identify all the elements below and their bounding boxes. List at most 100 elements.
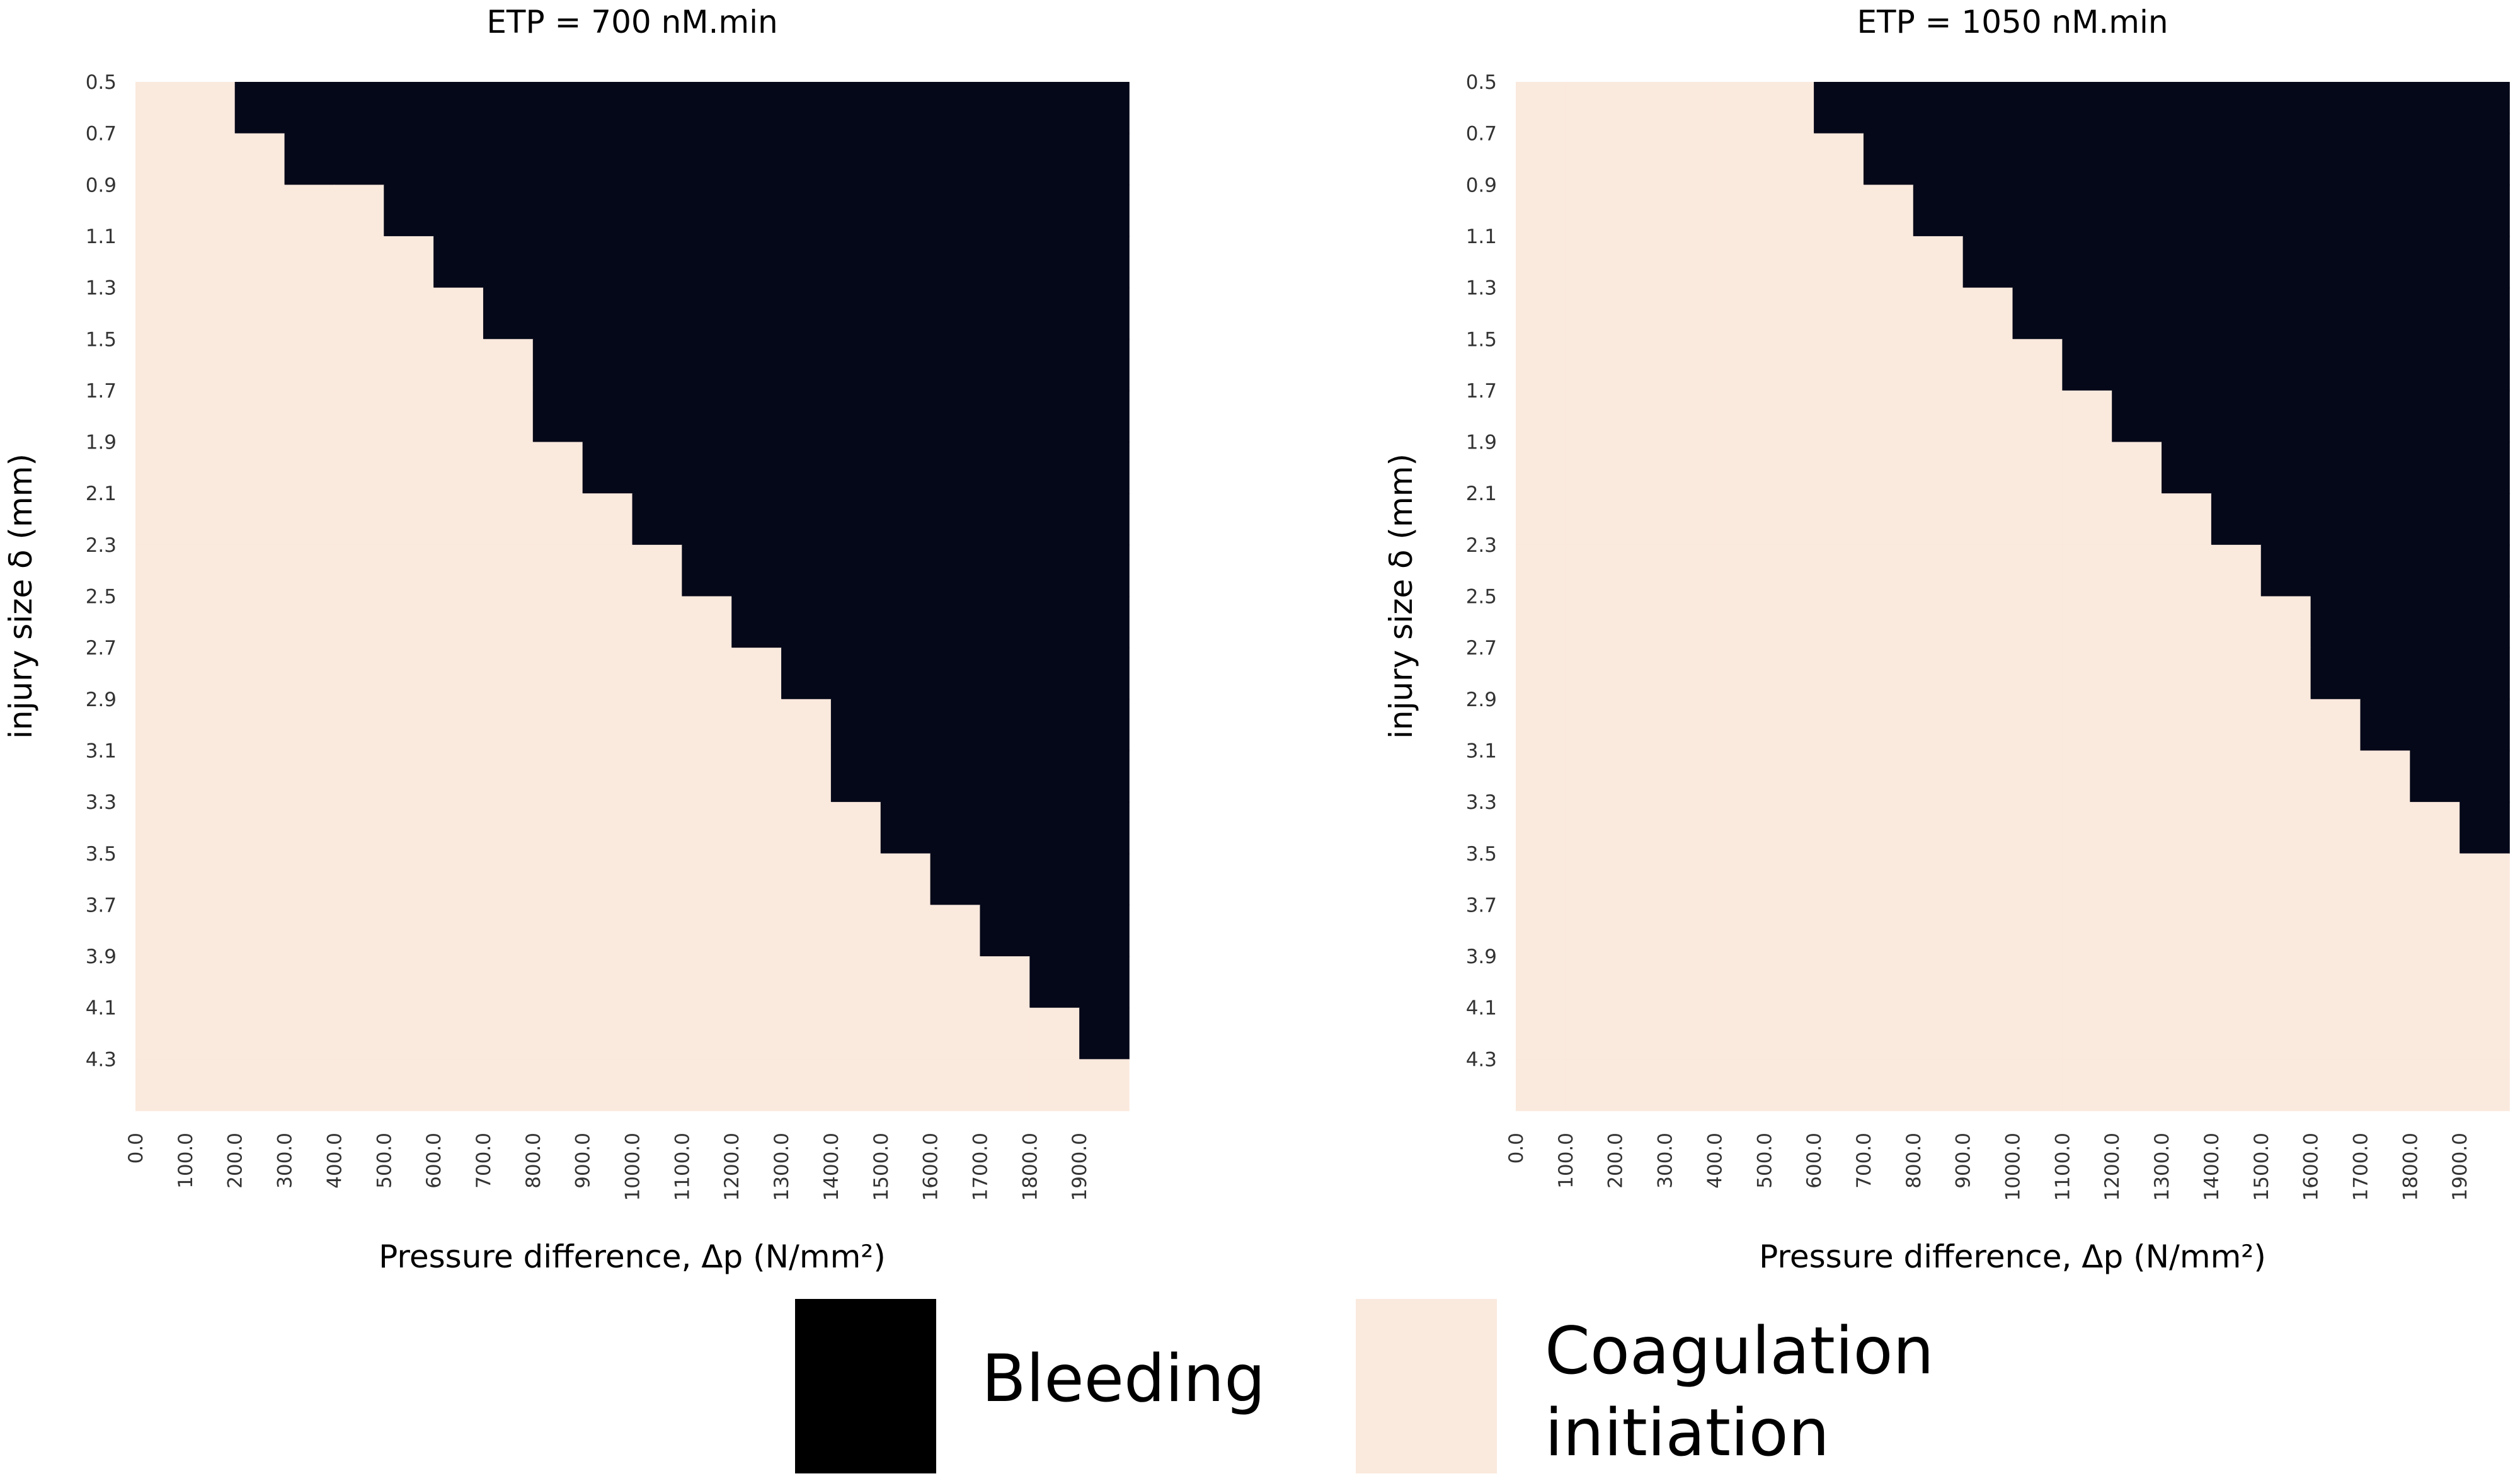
heatmap-cell: [1615, 493, 1666, 546]
heatmap-cell: [2310, 802, 2361, 854]
heatmap-cell: [234, 750, 285, 803]
heatmap-cell: [1664, 236, 1715, 289]
heatmap-cell: [2062, 956, 2112, 1009]
heatmap-cell: [582, 185, 633, 237]
heatmap-cell: [1764, 956, 1814, 1009]
x-tick-label: 400.0: [323, 1133, 346, 1189]
heatmap-cell: [781, 339, 832, 391]
heatmap-cell: [682, 544, 732, 597]
heatmap-cell: [1962, 750, 2013, 803]
heatmap-cell: [582, 493, 633, 546]
heatmap-cell: [731, 1059, 782, 1111]
x-tick-label: 1800.0: [2399, 1133, 2422, 1201]
heatmap-cell: [1664, 699, 1715, 752]
heatmap-cell: [682, 339, 732, 391]
heatmap-cell: [880, 185, 931, 237]
heatmap-cell: [2211, 339, 2262, 391]
heatmap-cell: [1962, 390, 2013, 443]
heatmap-cell: [632, 648, 683, 700]
heatmap-cell: [384, 493, 434, 546]
heatmap-cell: [2112, 82, 2162, 134]
heatmap-cell: [284, 956, 335, 1009]
heatmap-cell: [1863, 956, 1914, 1009]
y-tick-label: 4.1: [86, 997, 117, 1020]
heatmap-cell: [2211, 1059, 2262, 1111]
heatmap-cell: [2260, 802, 2311, 854]
heatmap-cell: [1079, 750, 1130, 803]
heatmap-cell: [532, 82, 583, 134]
heatmap-cell: [2410, 699, 2460, 752]
heatmap-cell: [2062, 493, 2112, 546]
heatmap-cell: [2211, 544, 2262, 597]
heatmap-cell: [632, 596, 683, 648]
heatmap-cell: [1714, 185, 1765, 237]
heatmap-cell: [1615, 390, 1666, 443]
heatmap-cell: [1516, 133, 1566, 186]
heatmap-cell: [284, 339, 335, 391]
heatmap-cell: [334, 699, 385, 752]
heatmap-cell: [781, 1007, 832, 1060]
y-tick-label: 2.7: [1466, 637, 1497, 660]
heatmap-cell: [1565, 853, 1616, 906]
heatmap-cell: [384, 750, 434, 803]
heatmap-cell: [1913, 287, 1964, 340]
heatmap-cell: [2260, 544, 2311, 597]
heatmap-cell: [781, 1059, 832, 1111]
heatmap-cell: [2162, 390, 2212, 443]
chart-title: ETP = 700 nM.min: [486, 4, 777, 40]
heatmap-cell: [731, 596, 782, 648]
heatmap-cell: [2012, 905, 2063, 957]
heatmap-cell: [1079, 390, 1130, 443]
x-tick-label: 1400.0: [820, 1133, 843, 1201]
heatmap-cell: [2112, 493, 2162, 546]
heatmap-cell: [135, 699, 186, 752]
heatmap-cell: [1814, 185, 1864, 237]
heatmap-cell: [334, 442, 385, 494]
heatmap-cell: [2012, 82, 2063, 134]
heatmap-cell: [234, 133, 285, 186]
heatmap-cell: [2062, 339, 2112, 391]
heatmap-cell: [2410, 648, 2460, 700]
chart-title: ETP = 1050 nM.min: [1857, 4, 2168, 40]
heatmap-cell: [632, 82, 683, 134]
heatmap-cell: [1565, 236, 1616, 289]
heatmap-cell: [2112, 596, 2162, 648]
heatmap-cell: [2112, 287, 2162, 340]
heatmap-cell: [2310, 596, 2361, 648]
heatmap-cell: [532, 1059, 583, 1111]
heatmap-cell: [2012, 339, 2063, 391]
heatmap-cell: [1714, 287, 1765, 340]
heatmap-cell: [532, 853, 583, 906]
heatmap-cell: [2360, 1059, 2411, 1111]
heatmap-cell: [1029, 750, 1080, 803]
heatmap-cell: [2310, 750, 2361, 803]
x-tick-label: 500.0: [373, 1133, 396, 1189]
x-tick-label: 500.0: [1753, 1133, 1776, 1189]
heatmap-cell: [2062, 133, 2112, 186]
heatmap-cell: [1863, 544, 1914, 597]
heatmap-cell: [483, 802, 534, 854]
heatmap-cell: [532, 596, 583, 648]
heatmap-cell: [1913, 750, 1964, 803]
heatmap-cell: [185, 699, 236, 752]
heatmap-cell: [2360, 133, 2411, 186]
heatmap-cell: [880, 1007, 931, 1060]
y-tick-label: 0.7: [86, 123, 117, 146]
heatmap-cell: [1615, 133, 1666, 186]
x-tick-label: 400.0: [1704, 1133, 1726, 1189]
heatmap-cell: [2310, 1007, 2361, 1060]
x-tick-label: 1500.0: [870, 1133, 893, 1201]
heatmap-cell: [1565, 1007, 1616, 1060]
heatmap-cell: [2410, 802, 2460, 854]
heatmap-cell: [135, 802, 186, 854]
heatmap-cell: [1516, 82, 1566, 134]
heatmap-cell: [2112, 853, 2162, 906]
heatmap-cell: [2112, 956, 2162, 1009]
heatmap-cell: [2162, 853, 2212, 906]
heatmap-cell: [2460, 339, 2510, 391]
heatmap-cell: [682, 802, 732, 854]
heatmap-cell: [2211, 1007, 2262, 1060]
heatmap-cell: [2012, 853, 2063, 906]
heatmap-cell: [731, 648, 782, 700]
heatmap-cell: [284, 287, 335, 340]
